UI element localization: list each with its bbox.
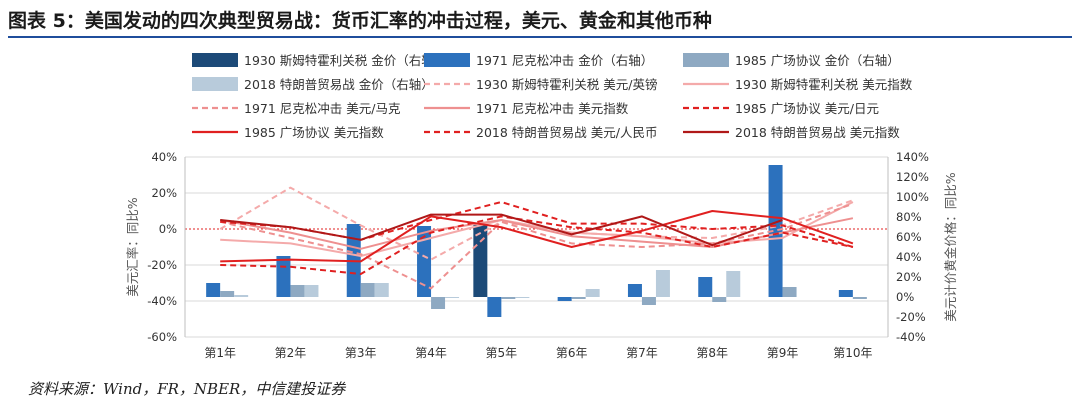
bar (374, 283, 389, 297)
legend-label: 1985 广场协议 美元指数 (244, 125, 384, 140)
right-tick-label: 60% (896, 230, 922, 244)
bar (445, 297, 460, 298)
x-tick-label: 第10年 (833, 346, 872, 360)
bar (627, 284, 642, 297)
legend-swatch (424, 53, 470, 67)
bar (206, 283, 221, 297)
bar (501, 297, 516, 299)
bar (234, 295, 249, 297)
bar (473, 225, 488, 297)
x-tick-label: 第3年 (345, 346, 377, 360)
bar (431, 297, 446, 309)
x-tick-label: 第2年 (275, 346, 307, 360)
bar (641, 297, 656, 305)
bar (768, 165, 783, 297)
left-tick-label: 20% (151, 186, 177, 200)
legend-label: 1985 广场协议 美元/日元 (735, 101, 879, 116)
bar (290, 285, 305, 297)
legend-swatch (192, 77, 238, 91)
bar (304, 285, 319, 297)
legend-swatch (683, 53, 729, 67)
bar (276, 256, 291, 297)
x-tick-label: 第1年 (204, 346, 236, 360)
right-tick-label: 40% (896, 250, 922, 264)
legend-label: 2018 特朗普贸易战 金价（右轴） (244, 77, 434, 92)
legend-label: 1930 斯姆特霍利关税 美元指数 (735, 77, 913, 92)
series-line (219, 202, 854, 290)
bar (655, 270, 670, 297)
bar (515, 297, 530, 298)
right-tick-label: 0% (896, 290, 914, 304)
bar (220, 291, 235, 297)
bar (698, 277, 713, 297)
right-tick-label: 100% (896, 190, 929, 204)
bar (571, 297, 586, 299)
series-line (220, 213, 783, 247)
right-tick-label: 80% (896, 210, 922, 224)
x-tick-label: 第4年 (415, 346, 447, 360)
series-line (220, 210, 854, 263)
bar (712, 297, 727, 302)
bar (360, 283, 375, 297)
axes: -60% -40% -20% 0% 20% 40% -40% -20% 0% 20% 40% 60% 8… (125, 150, 958, 360)
series-line (220, 215, 854, 275)
left-tick-label: 40% (151, 150, 177, 164)
page-title: 图表 5：美国发动的四次典型贸易战：货币汇率的冲击过程，美元、黄金和其他币种 (8, 10, 712, 32)
legend: 1930 斯姆特霍利关税 金价（右轴） 1971 尼克松冲击 金价（右轴） 1985… (192, 53, 913, 140)
right-axis-title: 美元计价黄金价格：同比% (943, 172, 958, 322)
x-tick-label: 第9年 (767, 346, 799, 360)
x-tick-label: 第7年 (626, 346, 658, 360)
legend-swatch (192, 53, 238, 67)
legend-label: 1971 尼克松冲击 美元/马克 (244, 101, 400, 116)
legend-label: 1930 斯姆特霍利关税 美元/英镑 (476, 77, 657, 92)
right-tick-label: 140% (896, 150, 929, 164)
legend-label: 1930 斯姆特霍利关税 金价（右轴） (244, 53, 446, 68)
series-line (220, 201, 854, 248)
legend-label: 1971 尼克松冲击 金价（右轴） (476, 53, 653, 68)
legend-label: 2018 特朗普贸易战 美元指数 (735, 125, 900, 140)
legend-label: 1971 尼克松冲击 美元指数 (476, 101, 629, 116)
right-tick-label: -20% (896, 310, 926, 324)
source-note: 资料来源：Wind，FR，NBER，中信建投证券 (28, 380, 346, 398)
bar (726, 271, 741, 297)
left-tick-label: 0% (159, 222, 177, 236)
line-marks (219, 186, 854, 290)
bar (585, 289, 600, 297)
right-tick-label: 120% (896, 170, 929, 184)
right-tick-label: 20% (896, 270, 922, 284)
bar-marks (206, 165, 867, 317)
x-tick-label: 第5年 (486, 346, 518, 360)
bar (838, 290, 853, 297)
left-tick-label: -20% (147, 258, 177, 272)
bar (557, 297, 572, 301)
left-tick-label: -40% (147, 294, 177, 308)
bar (782, 287, 797, 297)
right-tick-label: -40% (896, 330, 926, 344)
bar (417, 226, 432, 297)
x-tick-label: 第8年 (696, 346, 728, 360)
left-axis-title: 美元汇率：同比% (125, 197, 140, 297)
legend-label: 1985 广场协议 金价（右轴） (735, 53, 900, 68)
bar (852, 297, 867, 299)
chart: 1930 斯姆特霍利关税 金价（右轴） 1971 尼克松冲击 金价（右轴） 1985… (125, 53, 958, 360)
title-divider (8, 36, 1072, 38)
left-tick-label: -60% (147, 330, 177, 344)
legend-label: 2018 特朗普贸易战 美元/人民币 (476, 125, 657, 140)
x-tick-label: 第6年 (556, 346, 588, 360)
bar (487, 297, 502, 317)
